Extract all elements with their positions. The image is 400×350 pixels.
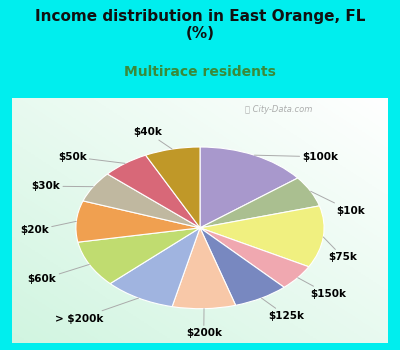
Text: Income distribution in East Orange, FL
(%): Income distribution in East Orange, FL (… xyxy=(35,9,365,41)
Text: $75k: $75k xyxy=(323,237,357,262)
Wedge shape xyxy=(76,201,200,242)
Text: $20k: $20k xyxy=(20,221,76,235)
Wedge shape xyxy=(200,228,309,287)
Text: $10k: $10k xyxy=(311,191,365,216)
Wedge shape xyxy=(78,228,200,284)
Text: $100k: $100k xyxy=(254,152,338,162)
Text: $30k: $30k xyxy=(32,181,93,191)
Text: $50k: $50k xyxy=(58,152,125,163)
Text: $40k: $40k xyxy=(133,127,172,149)
Wedge shape xyxy=(108,155,200,228)
Text: $125k: $125k xyxy=(262,298,304,321)
Wedge shape xyxy=(110,228,200,307)
Text: $150k: $150k xyxy=(298,278,346,299)
Wedge shape xyxy=(172,228,236,309)
Wedge shape xyxy=(200,228,284,305)
Wedge shape xyxy=(200,147,298,228)
Wedge shape xyxy=(83,174,200,228)
Wedge shape xyxy=(200,178,320,228)
Text: > $200k: > $200k xyxy=(56,298,138,323)
Text: $200k: $200k xyxy=(186,309,222,338)
Wedge shape xyxy=(200,206,324,267)
Text: Multirace residents: Multirace residents xyxy=(124,65,276,79)
Wedge shape xyxy=(146,147,200,228)
Text: ⓘ City-Data.com: ⓘ City-Data.com xyxy=(245,105,312,114)
Text: $60k: $60k xyxy=(28,265,89,284)
